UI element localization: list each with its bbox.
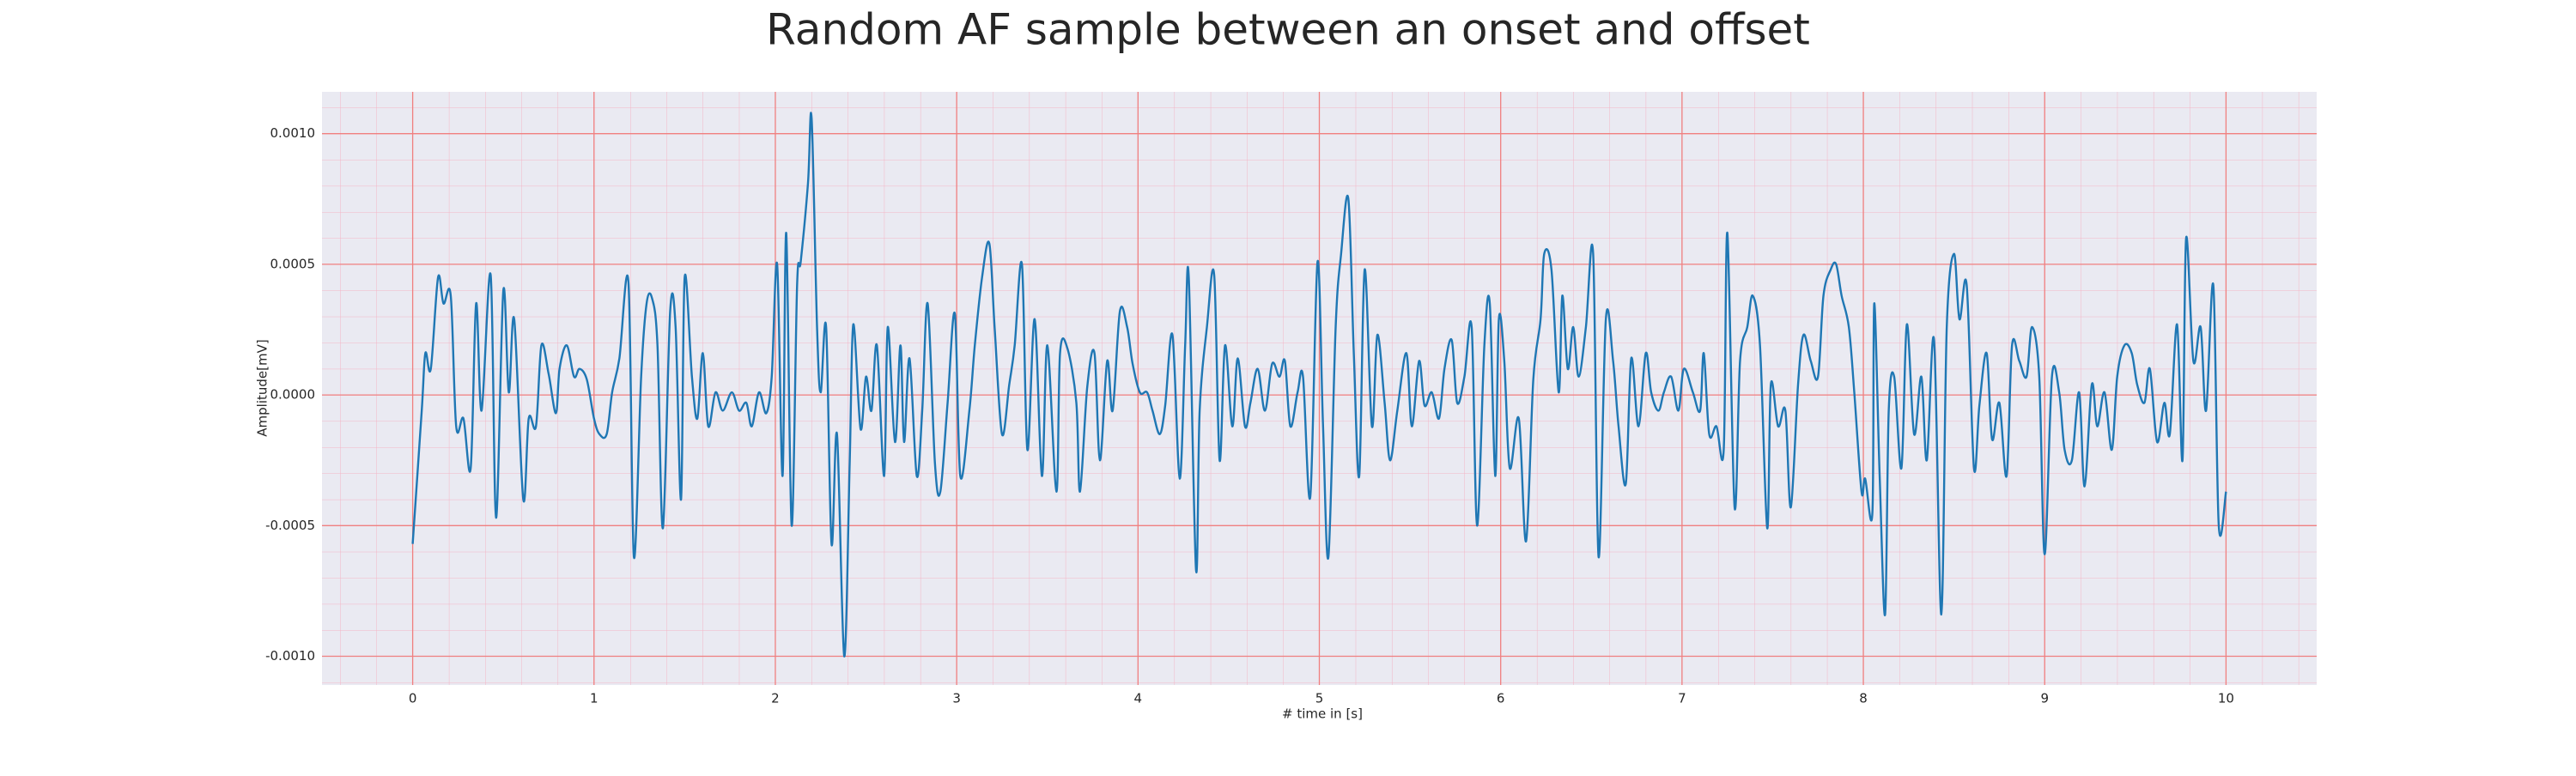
y-axis-label: Amplitude[mV]: [255, 339, 270, 436]
y-tick-label: 0.0005: [270, 256, 316, 271]
x-tick-label: 7: [1678, 691, 1686, 706]
x-tick-label: 1: [590, 691, 598, 706]
signal-line: [411, 112, 2227, 658]
x-axis-label: # time in [s]: [1282, 706, 1363, 722]
x-tick-label: 9: [2040, 691, 2049, 706]
x-tick-label: 8: [1859, 691, 1868, 706]
y-tick-label: -0.0010: [265, 648, 315, 664]
x-tick-label: 6: [1497, 691, 1505, 706]
x-tick-label: 4: [1134, 691, 1143, 706]
y-tick-label: 0.0000: [270, 387, 316, 403]
x-tick-label: 5: [1315, 691, 1324, 706]
x-tick-label: 2: [771, 691, 780, 706]
y-tick-label: 0.0010: [270, 125, 316, 141]
y-tick-label: -0.0005: [265, 518, 315, 533]
x-tick-label: 0: [409, 691, 417, 706]
x-tick-label: 3: [952, 691, 961, 706]
x-tick-label: 10: [2218, 691, 2234, 706]
chart-title: Random AF sample between an onset and of…: [766, 5, 1810, 55]
